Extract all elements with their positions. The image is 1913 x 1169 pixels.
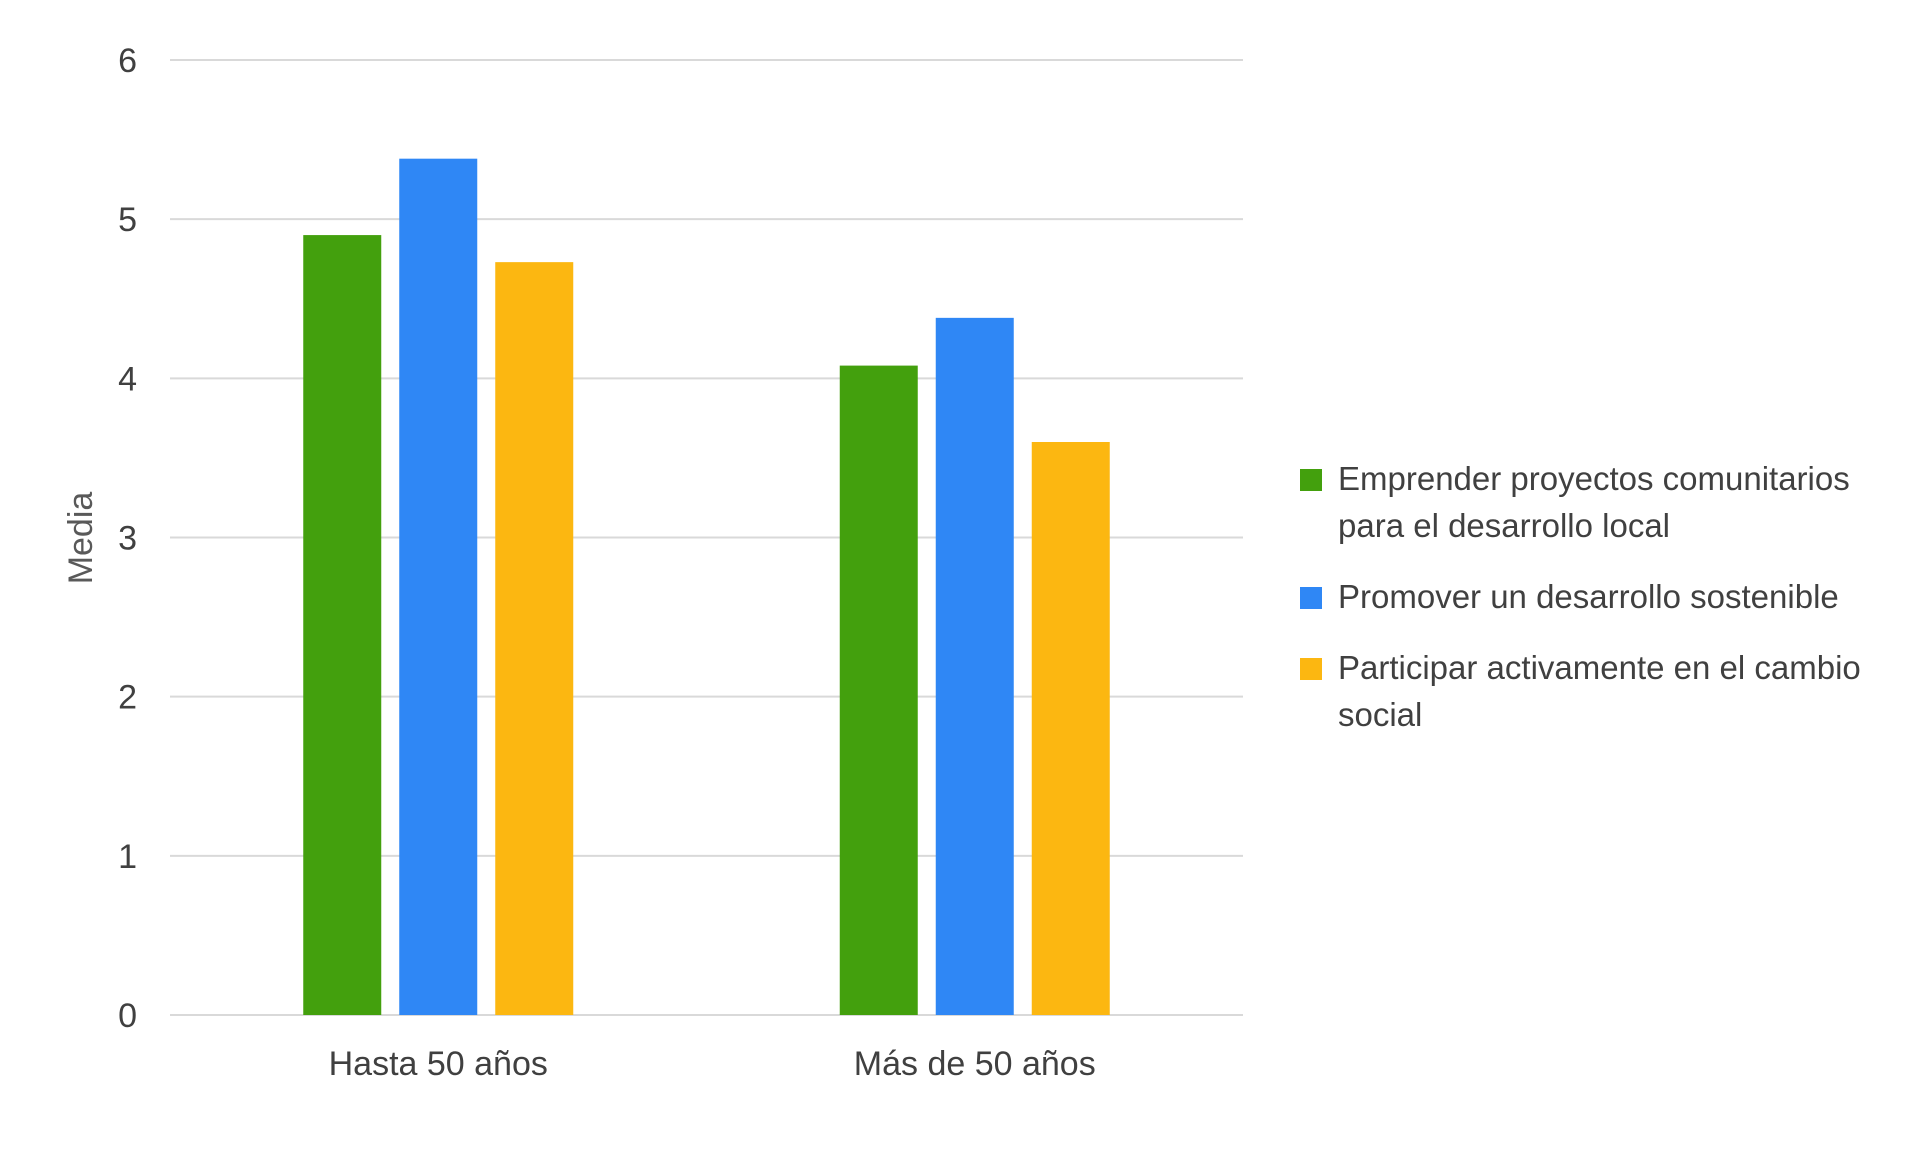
- x-tick-label: Más de 50 años: [854, 1045, 1096, 1083]
- bar: [839, 365, 918, 1016]
- bar: [935, 317, 1014, 1016]
- legend-item-promover: Promover un desarrollo sostenible: [1300, 573, 1900, 620]
- legend-label: Promover un desarrollo sostenible: [1338, 578, 1839, 615]
- bars: [303, 158, 1110, 1016]
- y-tick-label: 6: [118, 42, 137, 80]
- y-tick-label: 5: [118, 201, 137, 239]
- legend-label: Emprender proyectos comunitarios para el…: [1338, 460, 1850, 544]
- legend-swatch-yellow: [1300, 658, 1322, 680]
- legend-swatch-blue: [1300, 587, 1322, 609]
- legend-label: Participar activamente en el cambio soci…: [1338, 649, 1861, 733]
- bar: [303, 235, 382, 1016]
- legend-swatch-green: [1300, 469, 1322, 491]
- y-tick-label: 2: [118, 679, 137, 717]
- y-tick-label: 3: [118, 520, 137, 558]
- bar: [399, 158, 478, 1015]
- y-axis-title: Media: [62, 492, 100, 585]
- bar: [495, 262, 574, 1015]
- legend-item-participar: Participar activamente en el cambio soci…: [1300, 644, 1900, 738]
- y-tick-label: 1: [118, 838, 137, 876]
- legend: Emprender proyectos comunitarios para el…: [1300, 455, 1900, 738]
- y-axis-tick-labels: 0 1 2 3 4 5 6: [118, 42, 137, 1035]
- legend-item-emprender: Emprender proyectos comunitarios para el…: [1300, 455, 1900, 549]
- bar: [1031, 442, 1110, 1015]
- x-tick-label: Hasta 50 años: [329, 1045, 548, 1083]
- x-axis-tick-labels: Hasta 50 años Más de 50 años: [329, 1045, 1096, 1083]
- y-tick-label: 0: [118, 997, 137, 1035]
- y-tick-label: 4: [118, 360, 137, 398]
